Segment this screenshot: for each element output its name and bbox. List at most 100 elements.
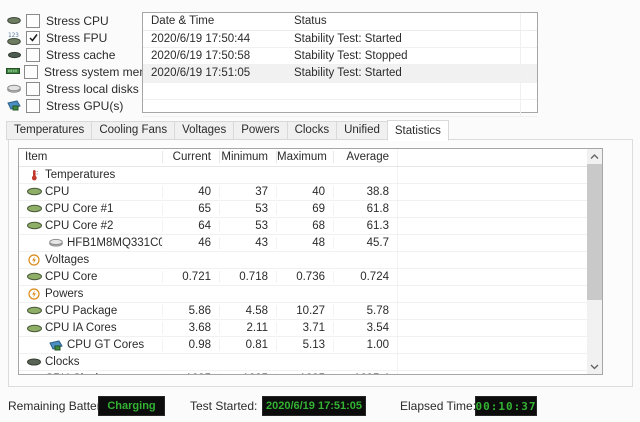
test-started-value: 2020/6/19 17:51:05 — [265, 400, 363, 412]
stress-option-cache[interactable]: Stress cache — [6, 46, 140, 63]
test-started-display: 2020/6/19 17:51:05 — [262, 396, 366, 416]
stress-option-label: Stress local disks — [46, 81, 139, 96]
stats-group-label: Powers — [45, 287, 84, 300]
stats-item-label: CPU Core #1 — [45, 202, 114, 215]
stats-item-label: CPU — [45, 185, 70, 198]
vertical-scrollbar[interactable] — [587, 149, 602, 374]
stats-row-cpu-package[interactable]: CPU Package 5.86 4.58 10.27 5.78 — [19, 302, 587, 321]
stats-row-cpu-ia-cores[interactable]: CPU IA Cores 3.68 2.11 3.71 3.54 — [19, 320, 587, 338]
stats-row-drive[interactable]: HFB1M8MQ331C0MR 46 43 48 45.7 — [19, 234, 587, 252]
stats-row-cpu-core-1[interactable]: CPU Core #1 65 53 69 61.8 — [19, 200, 587, 218]
stats-current: 65 — [162, 202, 219, 215]
stats-current: 3.68 — [162, 322, 219, 335]
scroll-up-button[interactable] — [587, 149, 602, 164]
stats-group-label: Clocks — [45, 356, 80, 369]
stress-option-fpu[interactable]: 123 Stress FPU — [6, 29, 140, 46]
stats-current: 5.86 — [162, 304, 219, 317]
elapsed-time-display: 00:10:37 — [475, 396, 537, 416]
stats-minimum: 4.58 — [219, 304, 276, 317]
cpu-icon — [6, 14, 22, 28]
stats-average: 38.8 — [333, 185, 397, 198]
stats-current: 0.721 — [162, 270, 219, 283]
scrollbar-thumb[interactable] — [587, 164, 602, 300]
chevron-up-icon — [590, 153, 599, 159]
statistics-header-row: Item Current Minimum Maximum Average — [19, 149, 587, 167]
tab-temperatures[interactable]: Temperatures — [6, 121, 92, 140]
svg-text:123: 123 — [8, 32, 19, 39]
stats-group-row-voltages[interactable]: Voltages — [19, 251, 587, 269]
chevron-down-icon — [590, 364, 599, 369]
event-log-row-selected[interactable]: 2020/6/19 17:51:05 Stability Test: Start… — [143, 65, 537, 83]
stats-minimum: 2.11 — [219, 322, 276, 335]
tab-statistics[interactable]: Statistics — [386, 120, 449, 141]
clock-chip-icon — [25, 356, 43, 368]
stats-group-row-powers[interactable]: Powers — [19, 285, 587, 303]
stats-current: 46 — [162, 236, 219, 249]
test-started-label: Test Started: — [190, 399, 258, 413]
event-log-column-status: Status — [294, 15, 327, 28]
stats-maximum: 1695 — [276, 373, 333, 374]
remaining-battery-label: Remaining Battery: — [8, 399, 111, 413]
chip-icon — [25, 220, 43, 232]
stats-group-row-clocks[interactable]: Clocks — [19, 354, 587, 372]
disk-icon — [6, 82, 22, 96]
stats-average: 5.78 — [333, 304, 397, 317]
stats-average: 3.54 — [333, 322, 397, 335]
stress-cpu-checkbox[interactable] — [26, 13, 40, 28]
stress-option-label: Stress CPU — [46, 13, 109, 28]
stress-option-memory[interactable]: Stress system memory — [6, 63, 166, 80]
chip-icon — [25, 203, 43, 215]
stress-option-cpu[interactable]: Stress CPU — [6, 12, 140, 29]
stats-average: 1.00 — [333, 339, 397, 352]
event-log-row[interactable]: 2020/6/19 17:50:44 Stability Test: Start… — [143, 30, 537, 48]
stress-gpus-checkbox[interactable] — [26, 98, 40, 113]
stress-option-disks[interactable]: Stress local disks — [6, 80, 140, 97]
tab-unified[interactable]: Unified — [336, 121, 387, 140]
event-status: Stability Test: Started — [294, 67, 402, 80]
event-status: Stability Test: Stopped — [294, 50, 408, 63]
fpu-icon: 123 — [6, 31, 22, 45]
stats-maximum: 40 — [276, 185, 333, 198]
stress-disks-checkbox[interactable] — [26, 81, 40, 96]
stats-row-cpu-core-voltage[interactable]: CPU Core 0.721 0.718 0.736 0.724 — [19, 268, 587, 286]
bolt-icon — [25, 254, 43, 266]
stress-option-gpus[interactable]: Stress GPU(s) — [6, 97, 140, 114]
event-log-empty-row — [143, 82, 537, 101]
stats-group-row-temperatures[interactable]: Temperatures — [19, 166, 587, 184]
stress-fpu-checkbox[interactable] — [26, 30, 40, 45]
event-log-row[interactable]: 2020/6/19 17:50:58 Stability Test: Stopp… — [143, 47, 537, 66]
stats-item-label: CPU Clock — [45, 373, 101, 374]
stats-maximum: 48 — [276, 236, 333, 249]
column-current: Current — [162, 151, 219, 164]
stats-current: 0.98 — [162, 339, 219, 352]
stats-group-label: Voltages — [45, 253, 90, 266]
stats-row-cpu-gt-cores[interactable]: CPU GT Cores 0.98 0.81 5.13 1.00 — [19, 337, 587, 355]
event-log-header: Date & Time Status — [143, 13, 537, 31]
event-datetime: 2020/6/19 17:51:05 — [151, 67, 251, 80]
stats-row-cpu-clock[interactable]: CPU Clock 1695 1695 1695 1695.4 — [19, 371, 587, 374]
stress-cache-checkbox[interactable] — [26, 47, 40, 62]
stress-memory-checkbox[interactable] — [24, 64, 38, 79]
stats-average: 45.7 — [333, 236, 397, 249]
tab-voltages[interactable]: Voltages — [174, 121, 234, 140]
stats-row-cpu[interactable]: CPU 40 37 40 38.8 — [19, 183, 587, 201]
stats-maximum: 3.71 — [276, 322, 333, 335]
stats-average: 61.3 — [333, 219, 397, 232]
tab-powers[interactable]: Powers — [233, 121, 287, 140]
stats-item-label: CPU IA Cores — [45, 322, 117, 335]
tab-clocks[interactable]: Clocks — [286, 121, 337, 140]
chip-icon — [25, 186, 43, 198]
event-datetime: 2020/6/19 17:50:58 — [151, 50, 251, 63]
tab-cooling-fans[interactable]: Cooling Fans — [91, 121, 175, 140]
gpu-icon — [6, 99, 22, 113]
event-log-column-extra — [520, 13, 537, 30]
stats-row-cpu-core-2[interactable]: CPU Core #2 64 53 68 61.3 — [19, 217, 587, 235]
stats-minimum: 0.81 — [219, 339, 276, 352]
event-log-empty-row — [143, 100, 537, 118]
battery-status-value: Charging — [107, 400, 156, 412]
scroll-down-button[interactable] — [587, 359, 602, 374]
stats-item-label: CPU Package — [45, 304, 118, 317]
stress-option-label: Stress system memory — [44, 64, 167, 79]
stats-current: 64 — [162, 219, 219, 232]
